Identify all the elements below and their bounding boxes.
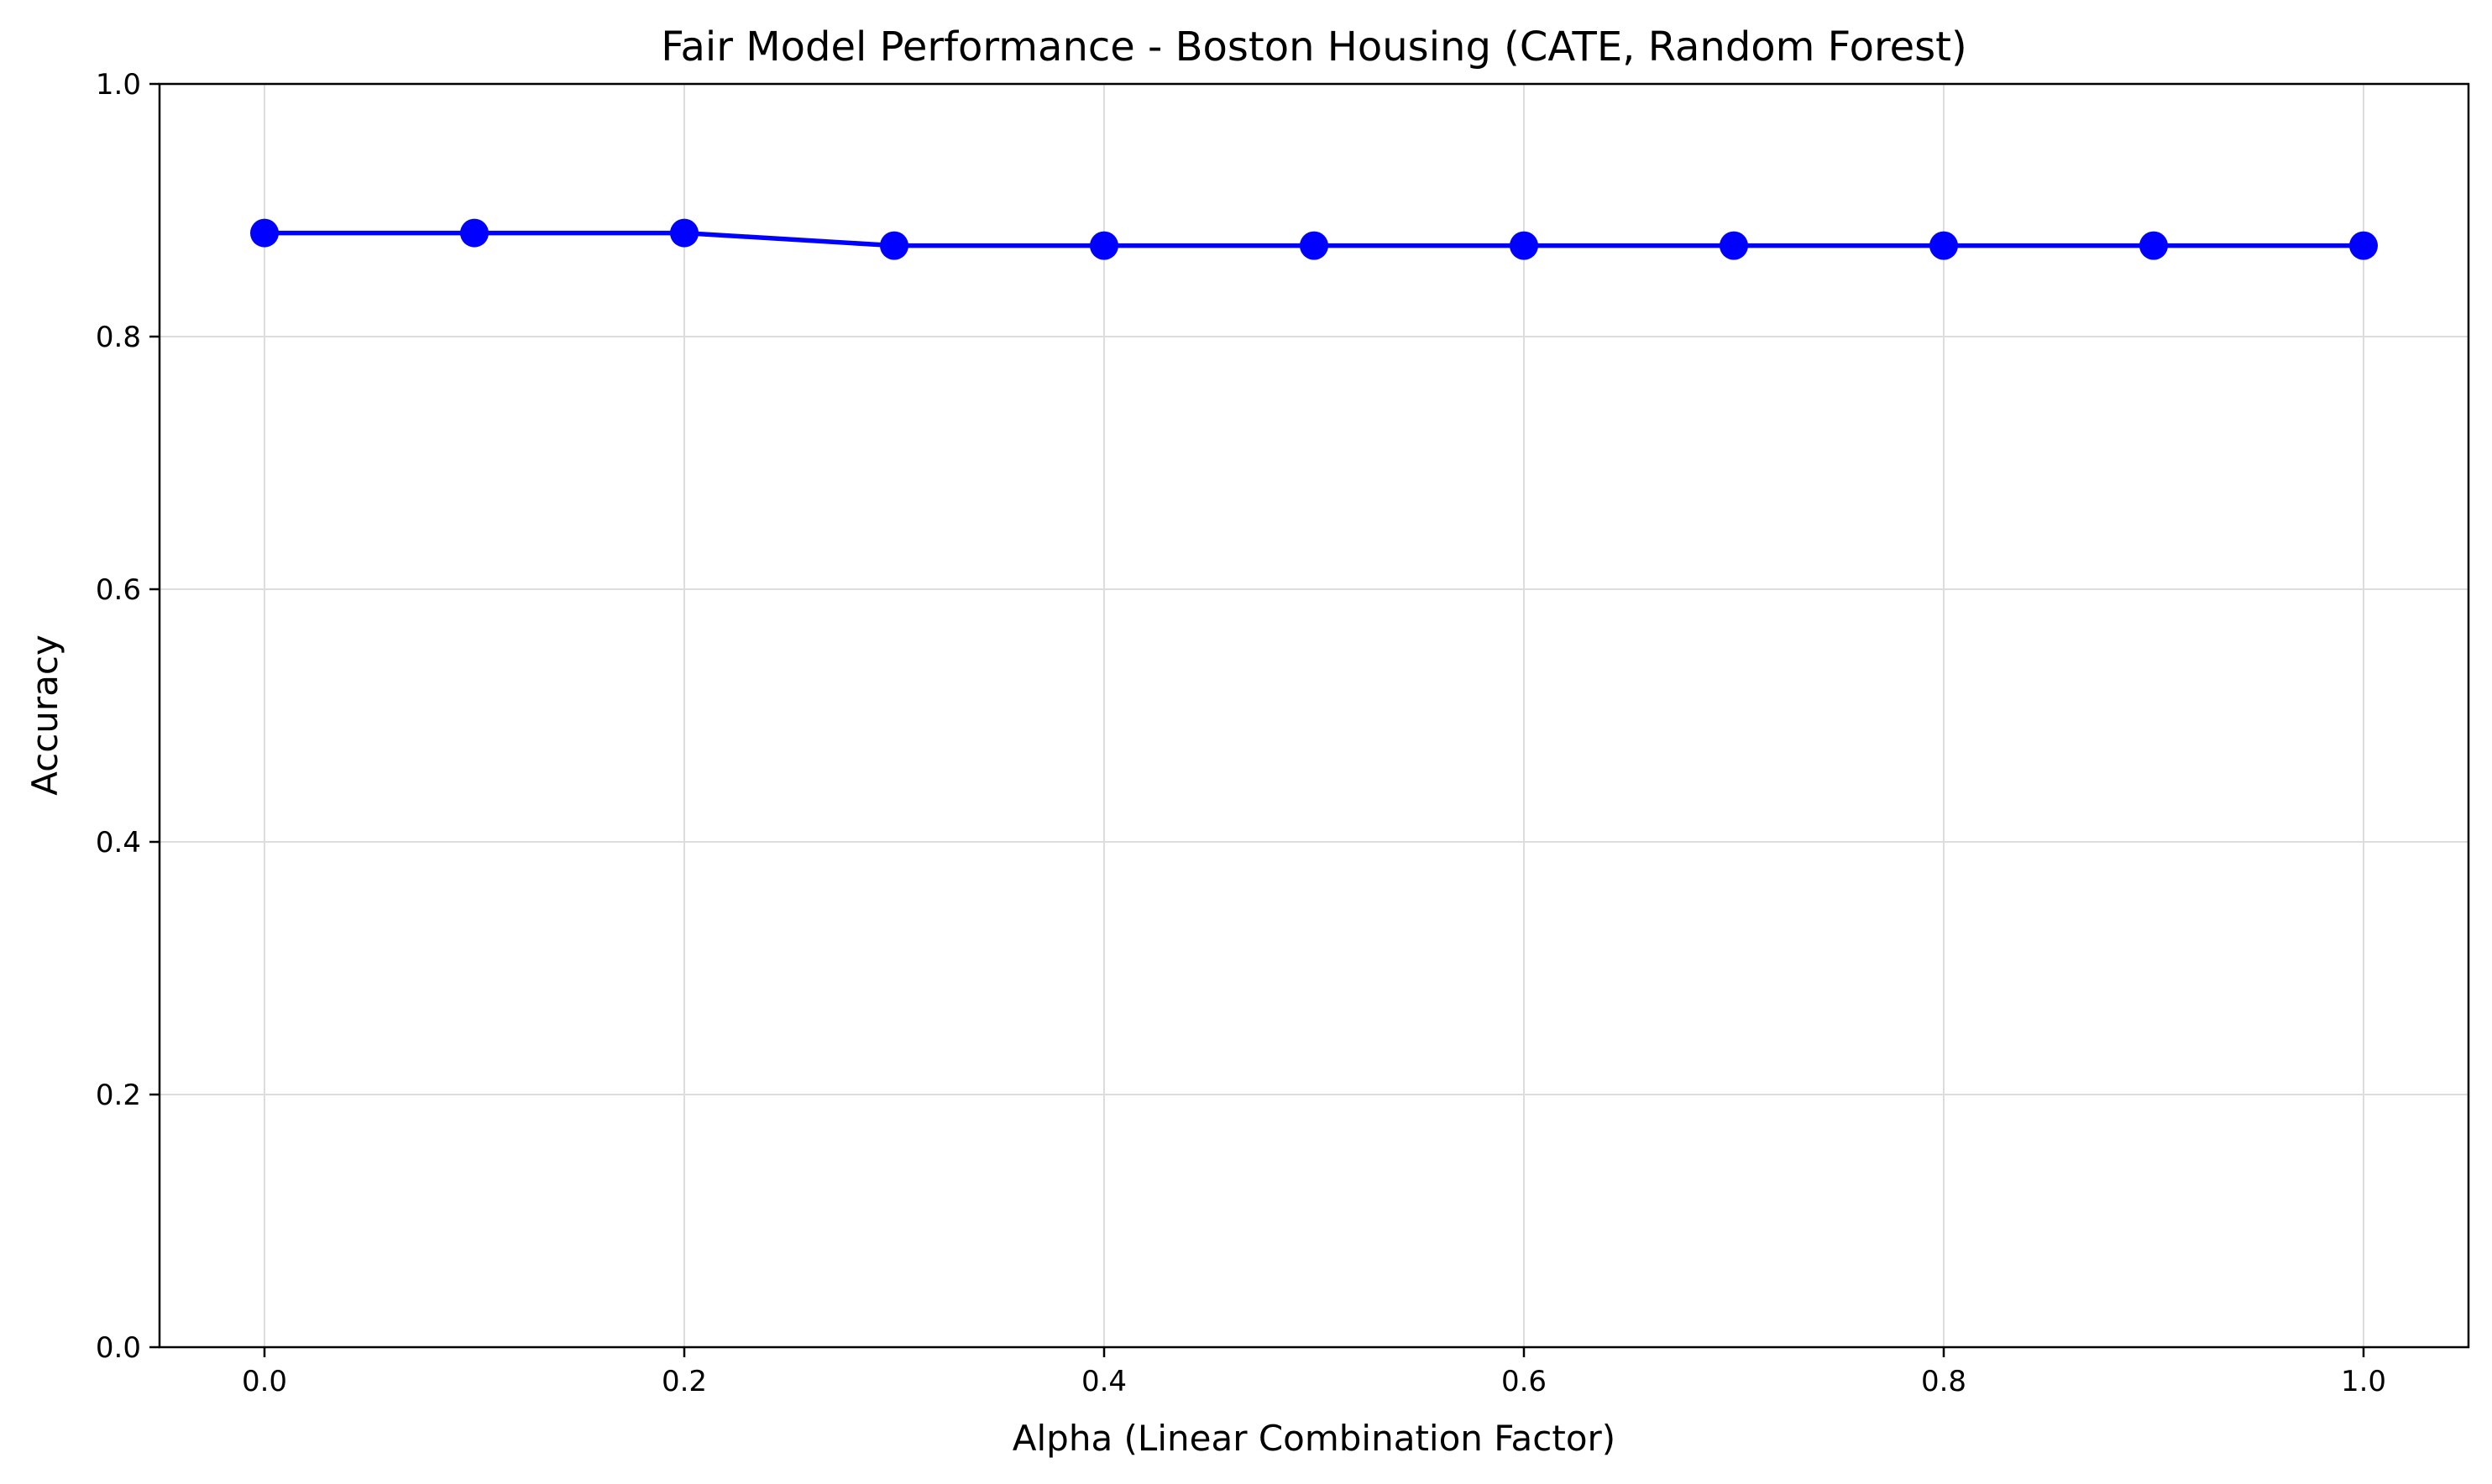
x-tick-label-0: 0.0 [242,1365,287,1398]
data-point-0-1 [460,218,489,248]
x-tick-label-3: 0.6 [1501,1365,1547,1398]
data-point-0-7 [1720,231,1748,260]
tick-layer: 0.0 0.2 0.4 0.6 0.8 1.0 0.0 0.2 0.4 0.6 0.8 1.0 [96,68,2386,1398]
data-point-0-9 [2139,231,2168,260]
y-tick-label-3: 0.6 [96,573,141,607]
y-tick-label-5: 1.0 [96,68,141,102]
x-axis-label: Alpha (Linear Combination Factor) [1013,1418,1615,1459]
data-point-0-4 [1090,231,1118,260]
y-tick-label-4: 0.8 [96,321,141,354]
data-point-0-8 [1929,231,1958,260]
data-point-0-2 [670,218,699,248]
y-tick-label-2: 0.4 [96,826,141,860]
chart-title: Fair Model Performance - Boston Housing … [661,24,1966,71]
y-tick-label-0: 0.0 [96,1331,141,1365]
x-tick-label-2: 0.4 [1081,1365,1127,1398]
data-point-0-6 [1510,231,1538,260]
y-tick-label-1: 0.2 [96,1079,141,1112]
data-point-0-0 [250,218,279,248]
x-tick-label-5: 1.0 [2341,1365,2386,1398]
plot-frame [158,82,2470,1349]
series-layer [250,218,2378,260]
x-tick-label-4: 0.8 [1921,1365,1966,1398]
data-point-0-10 [2349,231,2378,260]
data-point-0-3 [880,231,908,260]
y-axis-label: Accuracy [24,635,65,796]
data-point-0-5 [1300,231,1328,260]
x-tick-label-1: 0.2 [662,1365,707,1398]
